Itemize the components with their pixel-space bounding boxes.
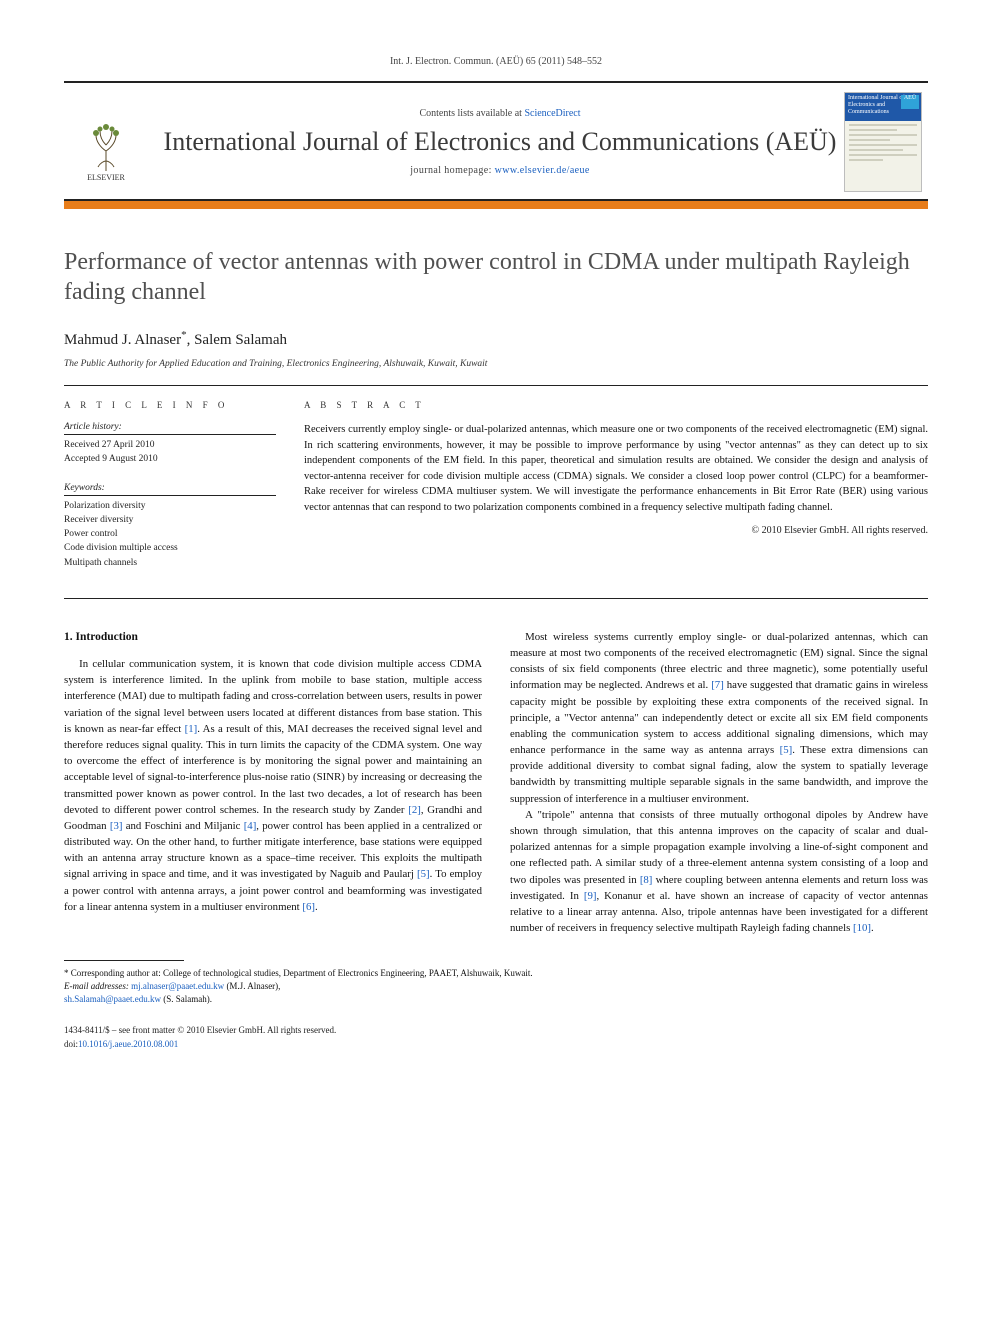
doi-prefix: doi: — [64, 1039, 78, 1049]
journal-banner: ELSEVIER Contents lists available at Sci… — [64, 81, 928, 201]
body-text: and Foschini and Miljanic — [122, 820, 243, 832]
keywords-block: Keywords: Polarization diversity Receive… — [64, 483, 276, 570]
page-footer: 1434-8411/$ – see front matter © 2010 El… — [64, 1024, 928, 1050]
citation-link[interactable]: [1] — [185, 723, 198, 735]
cover-badge: AEÜ — [901, 95, 919, 109]
citation-link[interactable]: [7] — [711, 679, 724, 691]
citation-link[interactable]: [2] — [408, 804, 421, 816]
elsevier-wordmark: ELSEVIER — [87, 173, 125, 182]
footnotes-block: * Corresponding author at: College of te… — [64, 967, 928, 1006]
journal-homepage-link[interactable]: www.elsevier.de/aeue — [495, 165, 590, 176]
corresponding-author-footnote: * Corresponding author at: College of te… — [64, 967, 928, 980]
citation-link[interactable]: [9] — [584, 890, 597, 902]
section-heading-introduction: 1. Introduction — [64, 629, 482, 646]
article-info-label: A R T I C L E I N F O — [64, 400, 276, 410]
keywords-head: Keywords: — [64, 483, 276, 496]
email-link[interactable]: sh.Salamah@paaet.edu.kw — [64, 994, 161, 1004]
article-info-column: A R T I C L E I N F O Article history: R… — [64, 400, 276, 586]
orange-divider-bar — [64, 201, 928, 209]
keyword-item: Receiver diversity — [64, 513, 276, 527]
citation-link[interactable]: [5] — [780, 744, 793, 756]
body-two-columns: 1. Introduction In cellular communicatio… — [64, 629, 928, 937]
sciencedirect-link[interactable]: ScienceDirect — [524, 108, 580, 119]
abstract-text: Receivers currently employ single- or du… — [304, 422, 928, 515]
affiliation: The Public Authority for Applied Educati… — [64, 359, 928, 369]
keyword-item: Code division multiple access — [64, 541, 276, 555]
author-sep: , — [187, 332, 195, 348]
elsevier-logo: ELSEVIER — [70, 102, 142, 182]
body-text: . — [315, 901, 318, 913]
body-text: . — [871, 922, 874, 934]
issn-copyright-line: 1434-8411/$ – see front matter © 2010 El… — [64, 1024, 928, 1037]
citation-link[interactable]: [6] — [302, 901, 315, 913]
elsevier-tree-icon — [82, 117, 130, 173]
keyword-item: Multipath channels — [64, 556, 276, 570]
abstract-copyright: © 2010 Elsevier GmbH. All rights reserve… — [304, 525, 928, 536]
email-link[interactable]: mj.alnaser@paaet.edu.kw — [131, 981, 224, 991]
banner-center: Contents lists available at ScienceDirec… — [156, 108, 844, 176]
footnote-separator — [64, 960, 184, 961]
cover-body — [845, 121, 921, 191]
citation-link[interactable]: [4] — [244, 820, 257, 832]
keyword-item: Polarization diversity — [64, 499, 276, 513]
citation-link[interactable]: [10] — [853, 922, 871, 934]
contents-available-line: Contents lists available at ScienceDirec… — [156, 108, 844, 119]
body-paragraph: In cellular communication system, it is … — [64, 656, 482, 915]
meta-and-abstract-row: A R T I C L E I N F O Article history: R… — [64, 386, 928, 598]
journal-homepage-line: journal homepage: www.elsevier.de/aeue — [156, 165, 844, 176]
contents-prefix: Contents lists available at — [419, 108, 524, 119]
author-1: Mahmud J. Alnaser — [64, 332, 181, 348]
journal-cover-thumbnail: International Journal of Electronics and… — [844, 92, 922, 192]
body-text: . As a result of this, MAI decreases the… — [64, 723, 482, 816]
article-title: Performance of vector antennas with powe… — [64, 247, 928, 307]
body-paragraph: A "tripole" antenna that consists of thr… — [510, 807, 928, 937]
author-2: Salem Salamah — [194, 332, 287, 348]
abstract-label: A B S T R A C T — [304, 400, 928, 410]
doi-link[interactable]: 10.1016/j.aeue.2010.08.001 — [78, 1039, 178, 1049]
abstract-column: A B S T R A C T Receivers currently empl… — [304, 400, 928, 586]
email-who: (M.J. Alnaser), — [224, 981, 280, 991]
email-label: E-mail addresses: — [64, 981, 131, 991]
rule-bottom — [64, 598, 928, 599]
citation-link[interactable]: [3] — [110, 820, 123, 832]
homepage-prefix: journal homepage: — [410, 165, 494, 176]
email-footnote: E-mail addresses: mj.alnaser@paaet.edu.k… — [64, 980, 928, 1006]
citation-link[interactable]: [8] — [640, 874, 653, 886]
accepted-line: Accepted 9 August 2010 — [64, 452, 276, 466]
doi-line: doi:10.1016/j.aeue.2010.08.001 — [64, 1038, 928, 1051]
author-list: Mahmud J. Alnaser*, Salem Salamah — [64, 329, 928, 349]
cover-top-text: International Journal of Electronics and… — [848, 95, 904, 115]
keyword-item: Power control — [64, 527, 276, 541]
history-head: Article history: — [64, 422, 276, 435]
citation-link[interactable]: [5] — [417, 868, 430, 880]
email-who: (S. Salamah). — [161, 994, 212, 1004]
article-history-block: Article history: Received 27 April 2010 … — [64, 422, 276, 467]
received-line: Received 27 April 2010 — [64, 438, 276, 452]
header-citation: Int. J. Electron. Commun. (AEÜ) 65 (2011… — [64, 56, 928, 67]
body-paragraph: Most wireless systems currently employ s… — [510, 629, 928, 807]
journal-title: International Journal of Electronics and… — [156, 127, 844, 157]
